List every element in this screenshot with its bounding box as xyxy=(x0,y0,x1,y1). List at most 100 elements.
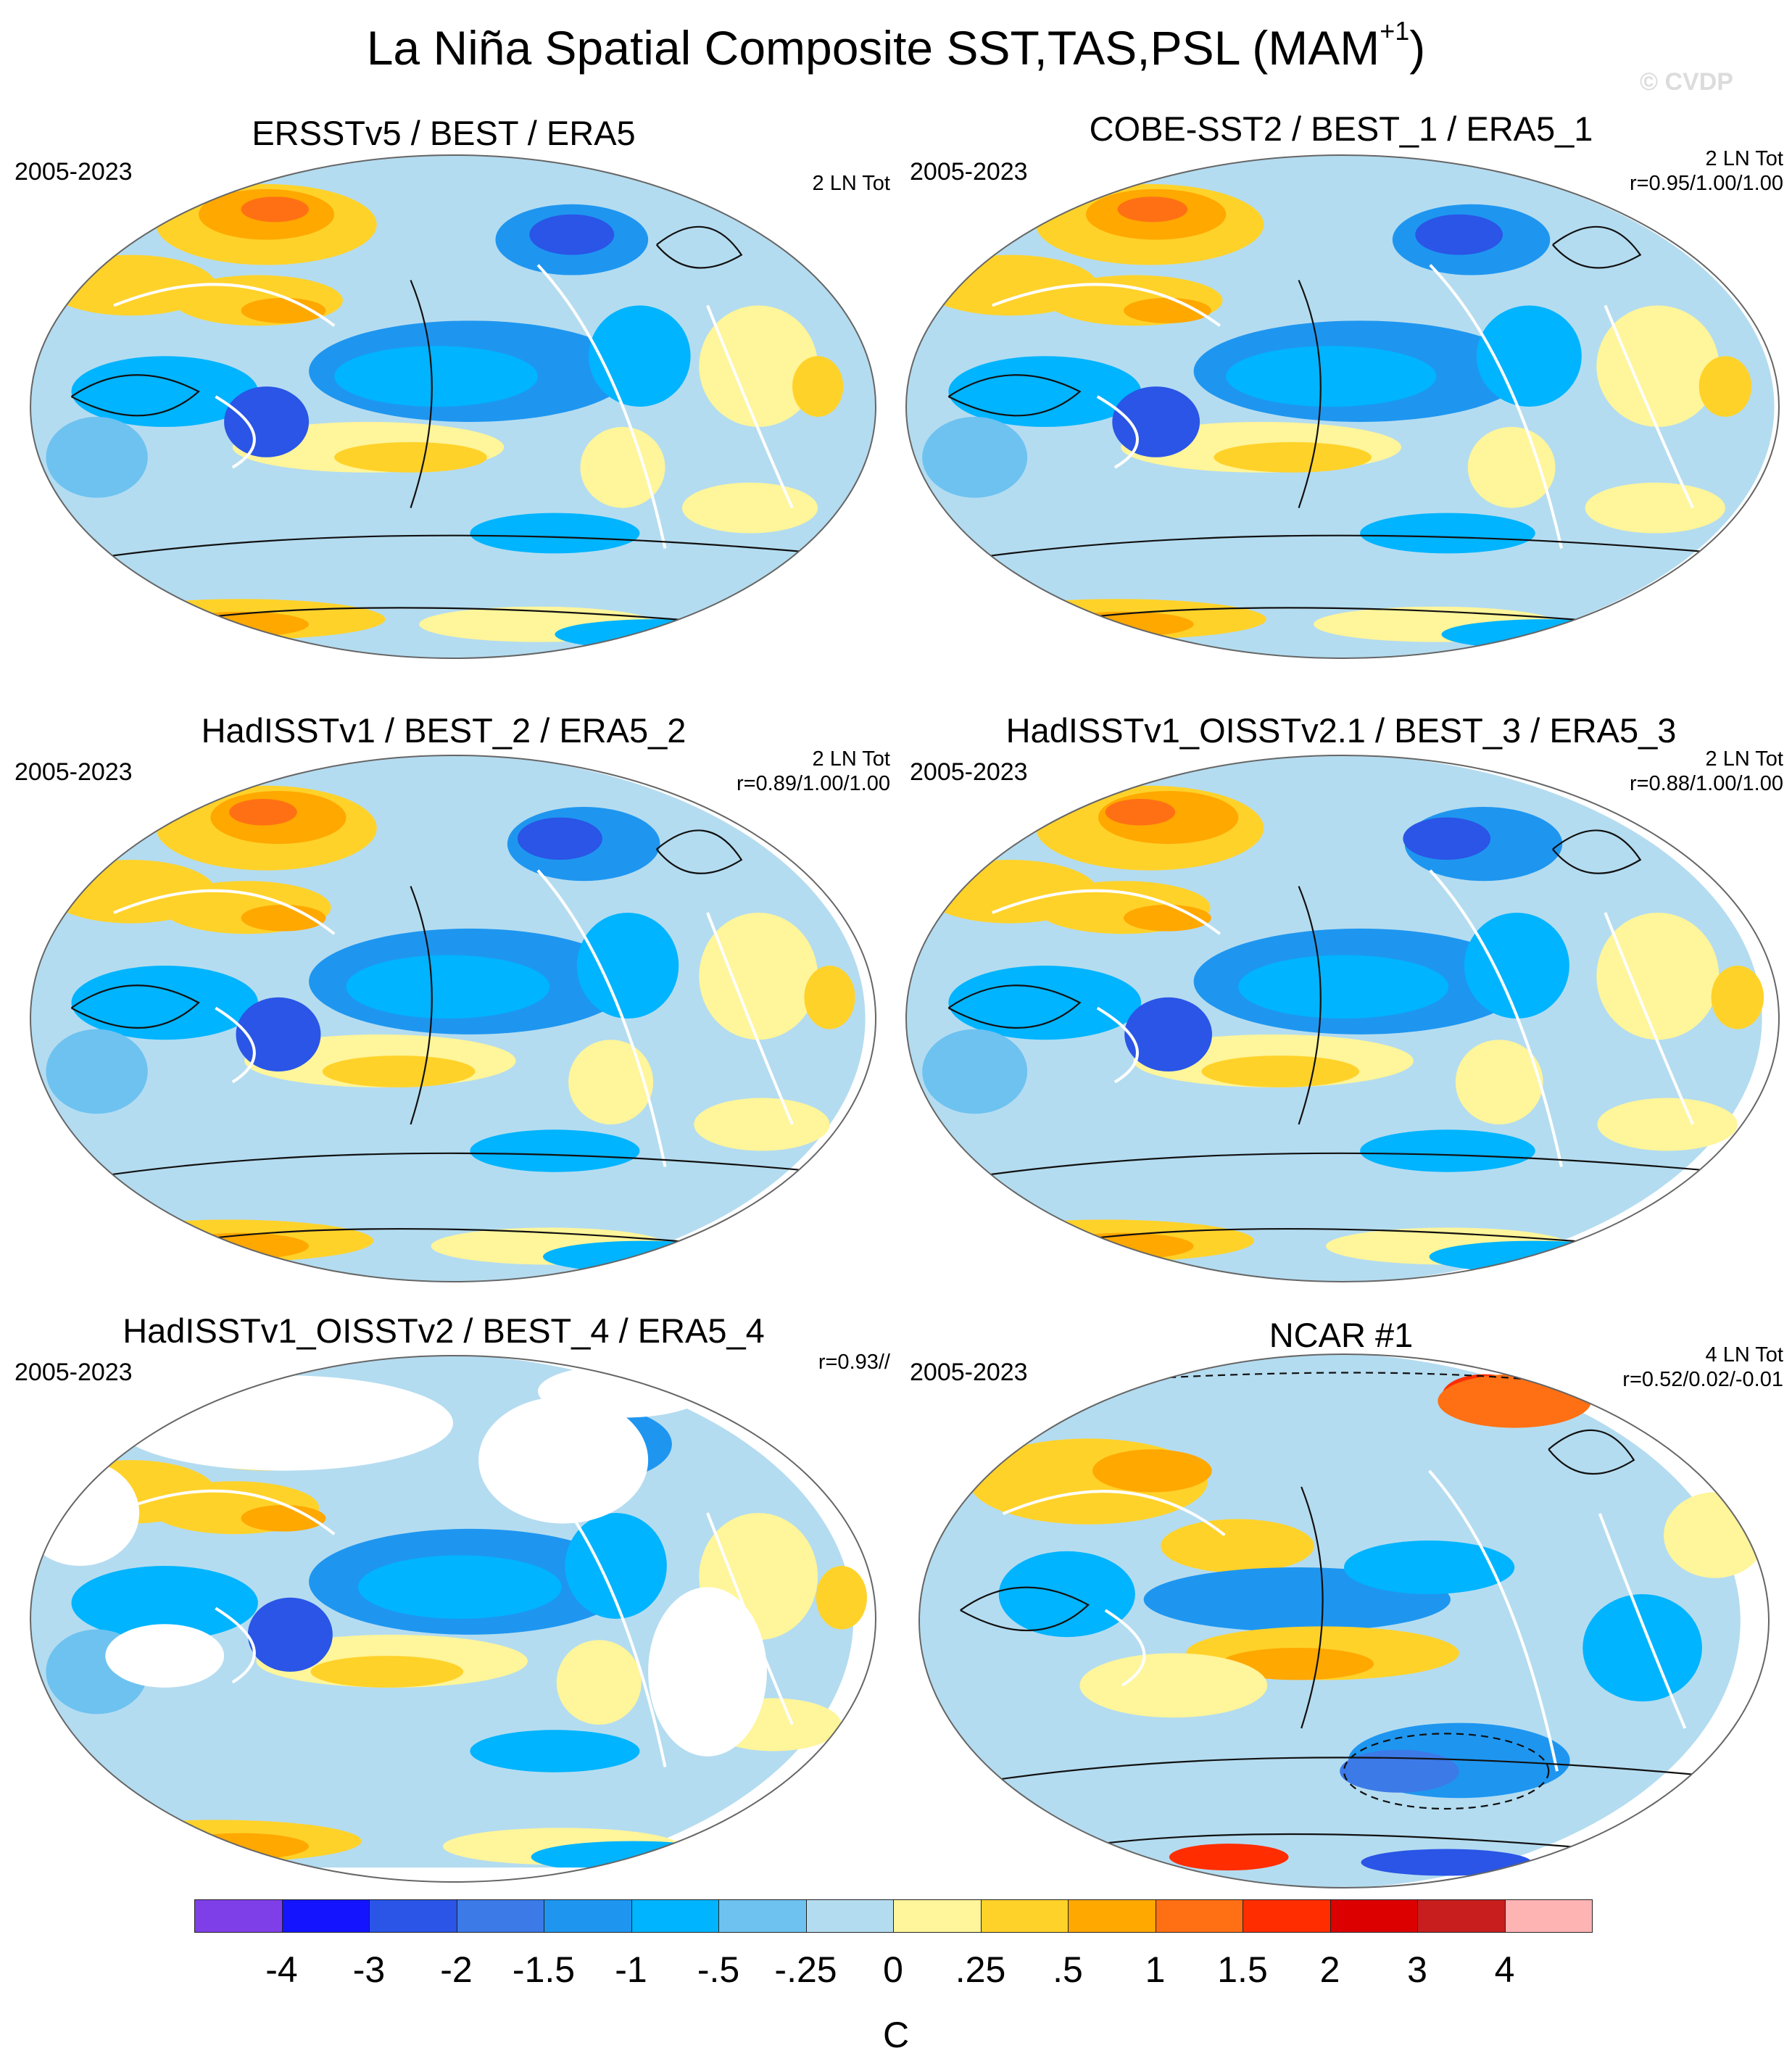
colorbar-tick-label: -1 xyxy=(615,1949,647,1990)
anomaly-field xyxy=(1711,966,1764,1029)
anomaly-field xyxy=(1582,1594,1702,1701)
pressure-contour xyxy=(906,1152,1779,1189)
map-border xyxy=(30,1355,876,1883)
colorbar-tick-label: -1.5 xyxy=(512,1949,576,1990)
anomaly-field xyxy=(241,196,310,223)
anomaly-field xyxy=(1226,346,1437,407)
panel-1-title: ERSSTv5 / BEST / ERA5 xyxy=(252,114,636,152)
anomaly-field xyxy=(1092,1449,1212,1493)
panel-4-info-line1: 2 LN Tot xyxy=(1705,747,1783,771)
panel-1-info-line1: 2 LN Tot xyxy=(812,172,890,195)
colorbar-tick-label: 1.5 xyxy=(1217,1949,1268,1990)
anomaly-field xyxy=(1403,817,1491,860)
colorbar-swatch xyxy=(544,1899,632,1933)
anomaly-field xyxy=(224,386,310,457)
colorbar-swatch xyxy=(980,1899,1069,1933)
anomaly-field xyxy=(948,356,1142,427)
pressure-contour xyxy=(655,829,743,874)
colorbar-tick-label: .25 xyxy=(955,1949,1006,1990)
anomaly-field xyxy=(1464,913,1569,1019)
anomaly-field xyxy=(1585,482,1725,534)
anomaly-field xyxy=(236,997,321,1071)
panel-6-period: 2005-2023 xyxy=(910,1359,1028,1386)
panel-5-info: r=0.93// xyxy=(818,1350,890,1375)
anomaly-field xyxy=(1169,1844,1289,1871)
colorbar-swatch xyxy=(281,1899,370,1933)
anomaly-field xyxy=(1596,913,1720,1040)
anomaly-field xyxy=(72,1820,362,1862)
anomaly-field xyxy=(310,1656,464,1688)
panel-6-info-line2: r=0.52/0.02/-0.01 xyxy=(1622,1368,1783,1391)
anomaly-field xyxy=(556,1640,642,1725)
anomaly-field xyxy=(804,966,855,1029)
colorbar-swatch xyxy=(1243,1899,1331,1933)
anomaly-field xyxy=(568,1040,654,1124)
colorbar-swatch xyxy=(718,1899,807,1933)
colorbar-swatch xyxy=(805,1899,894,1933)
anomaly-field xyxy=(1596,305,1720,427)
anomaly-field xyxy=(948,966,1142,1040)
map-border xyxy=(30,755,876,1282)
colorbar-swatch xyxy=(1504,1899,1593,1933)
panel-3-info-line2: r=0.89/1.00/1.00 xyxy=(736,772,890,795)
anomaly-field xyxy=(1124,297,1211,323)
land-mask xyxy=(478,1396,649,1524)
pressure-contour xyxy=(70,374,200,417)
colorbar-tick-label: -4 xyxy=(265,1949,298,1990)
colorbar-tick-label: 3 xyxy=(1407,1949,1427,1990)
anomaly-field xyxy=(543,1240,747,1273)
anomaly-field xyxy=(1476,305,1582,407)
panel-4-info: 2 LN Tot r=0.88/1.00/1.00 xyxy=(1630,747,1783,796)
pressure-contour xyxy=(1301,1486,1324,1729)
panel-6-info: 4 LN Tot r=0.52/0.02/-0.01 xyxy=(1622,1343,1783,1392)
watermark: © CVDP xyxy=(1640,68,1733,96)
anomaly-field xyxy=(1360,1129,1535,1172)
anomaly-field xyxy=(529,214,615,255)
anomaly-field xyxy=(922,1029,1028,1114)
panel-2-map xyxy=(905,154,1780,659)
anomaly-field xyxy=(1360,513,1535,554)
anomaly-field xyxy=(241,905,326,932)
colorbar-tick-label: .5 xyxy=(1053,1949,1083,1990)
figure-title-close: ) xyxy=(1409,21,1426,75)
panel-2-period: 2005-2023 xyxy=(910,158,1028,186)
figure-title-text: La Niña Spatial Composite SST,TAS,PSL (M… xyxy=(366,21,1380,75)
anomaly-field xyxy=(1361,1849,1532,1876)
anomaly-field xyxy=(322,1056,476,1087)
anomaly-field xyxy=(241,297,326,323)
map-border xyxy=(905,755,1780,1282)
anomaly-field xyxy=(1124,997,1213,1071)
anomaly-field xyxy=(792,356,844,417)
panel-2-info-line1: 2 LN Tot xyxy=(1705,147,1783,170)
anomaly-field xyxy=(565,1513,667,1619)
anomaly-field xyxy=(1238,955,1449,1019)
panel-3-map xyxy=(30,755,876,1282)
pressure-contour xyxy=(410,280,433,508)
colorbar-swatch xyxy=(456,1899,544,1933)
panel-6-map xyxy=(918,1353,1770,1888)
pressure-contour xyxy=(947,374,1082,417)
anomaly-field xyxy=(694,1098,830,1151)
anomaly-field xyxy=(1112,386,1200,457)
colorbar-swatch xyxy=(1330,1899,1418,1933)
anomaly-field xyxy=(517,817,602,860)
pressure-contour xyxy=(919,1757,1769,1794)
panel-4-info-line2: r=0.88/1.00/1.00 xyxy=(1629,772,1783,795)
anomaly-field xyxy=(334,346,538,407)
panel-5-info-line2: r=0.93// xyxy=(818,1351,890,1374)
anomaly-field xyxy=(998,1551,1135,1638)
anomaly-field xyxy=(1220,1648,1374,1680)
panel-5-period: 2005-2023 xyxy=(14,1359,133,1386)
pressure-contour xyxy=(156,1227,793,1253)
coastline xyxy=(113,1469,794,1767)
anomaly-field xyxy=(681,482,818,534)
pressure-contour xyxy=(70,984,200,1029)
anomaly-field xyxy=(1467,426,1556,508)
anomaly-field xyxy=(922,416,1028,498)
anomaly-field xyxy=(1698,356,1752,417)
anomaly-field xyxy=(470,513,640,554)
colorbar-tick-label: -3 xyxy=(352,1949,386,1990)
anomaly-field xyxy=(576,913,679,1019)
anomaly-field xyxy=(1664,1492,1767,1578)
colorbar-swatch xyxy=(1155,1899,1243,1933)
